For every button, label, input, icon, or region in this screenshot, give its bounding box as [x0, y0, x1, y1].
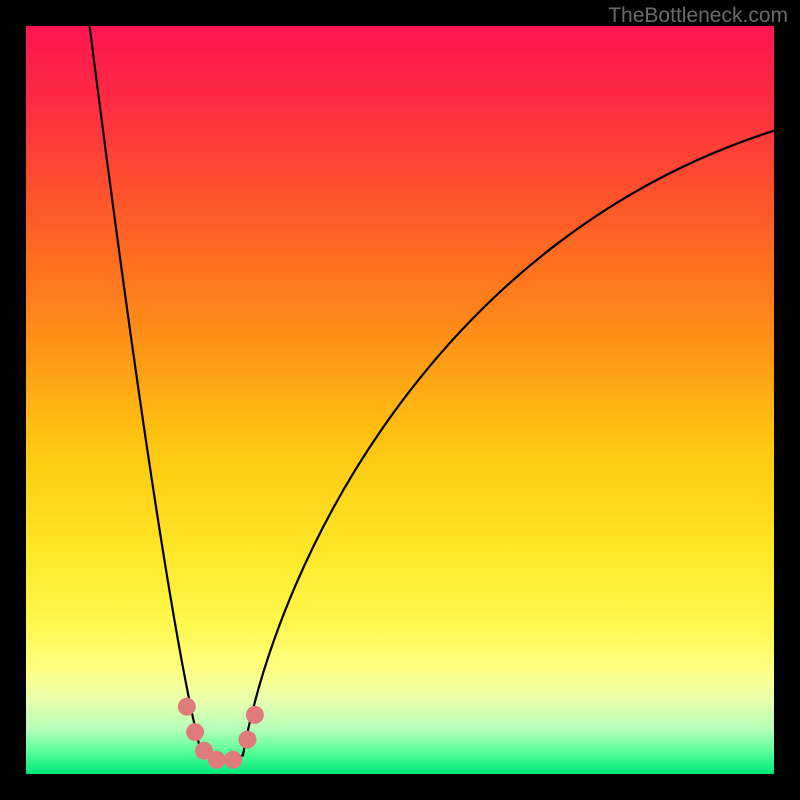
- plot-area: [26, 26, 774, 774]
- data-marker: [224, 751, 242, 769]
- chart-stage: TheBottleneck.com: [0, 0, 800, 800]
- data-marker: [186, 723, 204, 741]
- right-curve: [243, 131, 774, 756]
- data-marker: [246, 706, 264, 724]
- data-marker: [208, 751, 226, 769]
- left-curve: [90, 26, 202, 755]
- data-marker: [178, 698, 196, 716]
- watermark-text: TheBottleneck.com: [608, 4, 788, 28]
- bottleneck-curves-svg: [26, 26, 774, 774]
- data-marker: [238, 731, 256, 749]
